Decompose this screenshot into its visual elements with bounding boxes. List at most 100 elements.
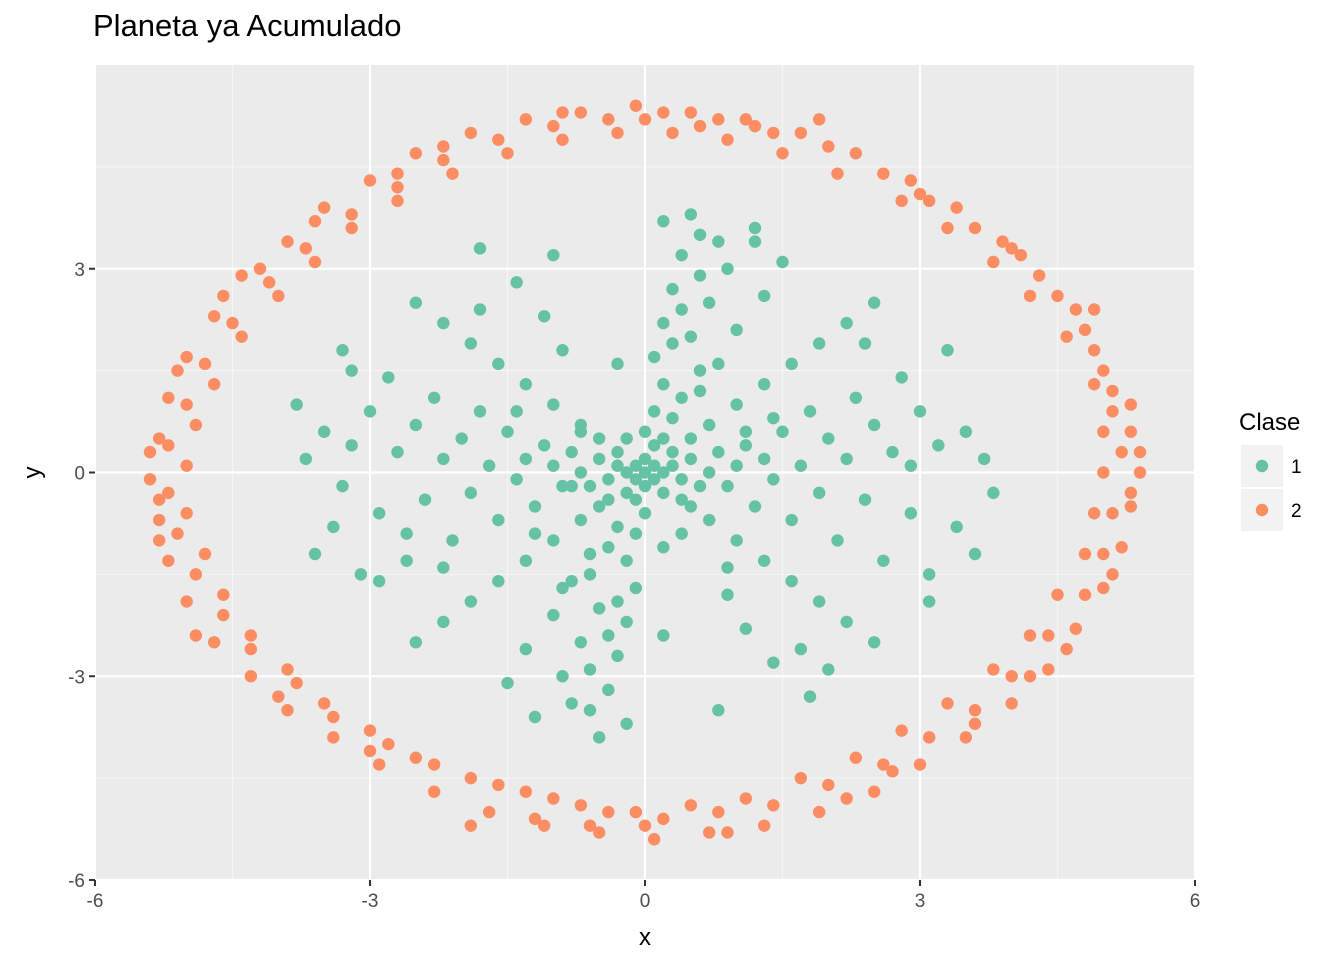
point-series-1 [473, 303, 487, 316]
point-series-2 [308, 255, 322, 269]
point-series-1 [501, 425, 514, 438]
point-series-1 [822, 432, 835, 445]
point-series-2 [712, 805, 725, 819]
point-series-2 [162, 439, 175, 452]
point-series-2 [583, 819, 597, 832]
point-series-1 [574, 425, 588, 438]
point-series-2 [235, 269, 248, 282]
point-series-2 [968, 221, 982, 235]
point-series-2 [657, 106, 670, 119]
point-series-2 [721, 133, 734, 146]
point-series-2 [519, 785, 533, 798]
point-series-1 [409, 296, 423, 309]
point-series-2 [1078, 323, 1092, 337]
point-series-2 [748, 119, 762, 133]
point-series-2 [1097, 425, 1110, 438]
point-series-2 [492, 778, 505, 792]
point-series-1 [767, 473, 780, 486]
point-series-2 [1051, 588, 1064, 601]
point-series-1 [922, 595, 936, 608]
point-series-2 [501, 147, 514, 160]
point-series-1 [913, 405, 927, 418]
point-series-2 [152, 493, 166, 506]
point-series-2 [171, 527, 184, 540]
point-series-1 [867, 636, 881, 649]
point-series-2 [547, 119, 560, 133]
point-series-1 [345, 364, 358, 377]
point-series-2 [1106, 405, 1119, 418]
point-series-2 [767, 126, 780, 140]
point-series-2 [143, 445, 157, 459]
point-series-1 [547, 459, 560, 472]
point-series-2 [363, 174, 377, 187]
point-series-2 [1133, 466, 1147, 479]
point-series-1 [629, 493, 643, 506]
point-series-2 [272, 289, 285, 303]
point-series-1 [537, 310, 551, 323]
point-series-1 [730, 534, 743, 547]
point-series-2 [1060, 642, 1073, 656]
point-series-1 [583, 479, 597, 493]
point-series-1 [840, 615, 853, 629]
point-series-2 [180, 507, 193, 520]
point-series-2 [739, 792, 753, 805]
point-series-2 [180, 459, 193, 472]
point-series-2 [638, 819, 652, 832]
point-series-1 [592, 500, 606, 513]
point-series-1 [684, 432, 698, 445]
x-axis-title: x [639, 924, 651, 951]
point-series-1 [941, 344, 954, 357]
point-series-1 [849, 391, 863, 404]
point-series-1 [583, 547, 597, 561]
point-series-1 [427, 391, 441, 404]
point-series-2 [987, 255, 1000, 269]
point-series-1 [547, 398, 560, 411]
point-series-1 [721, 262, 734, 275]
point-series-2 [913, 187, 927, 201]
point-series-1 [602, 541, 615, 554]
point-series-2 [235, 330, 248, 343]
point-series-1 [785, 574, 798, 588]
point-series-1 [327, 520, 340, 534]
point-series-2 [941, 697, 954, 710]
point-series-2 [1106, 507, 1119, 520]
point-series-1 [592, 731, 606, 744]
point-series-2 [739, 113, 753, 126]
point-series-1 [565, 697, 578, 710]
point-series-1 [565, 445, 578, 459]
point-series-1 [693, 364, 707, 377]
point-series-1 [372, 574, 386, 588]
point-series-1 [446, 534, 459, 547]
point-series-2 [464, 126, 478, 140]
point-series-1 [620, 717, 633, 730]
y-tick-label: 3 [74, 260, 85, 281]
point-series-1 [767, 411, 780, 425]
point-series-1 [684, 452, 698, 466]
point-series-2 [189, 418, 203, 432]
point-series-2 [1097, 547, 1110, 561]
point-series-1 [629, 581, 643, 595]
point-series-2 [1087, 303, 1101, 316]
point-series-1 [712, 235, 725, 248]
point-series-2 [372, 758, 386, 771]
point-series-1 [492, 574, 505, 588]
point-series-1 [556, 581, 569, 595]
point-series-1 [537, 439, 551, 452]
point-series-2 [207, 378, 221, 391]
point-series-1 [987, 486, 1000, 500]
point-series-2 [299, 242, 313, 255]
point-series-1 [748, 235, 762, 248]
point-series-1 [647, 473, 661, 486]
legend-title: Clase [1239, 409, 1300, 436]
point-series-1 [437, 316, 450, 330]
point-series-1 [657, 486, 670, 500]
point-series-1 [647, 459, 661, 472]
point-series-2 [189, 629, 203, 642]
point-series-1 [418, 493, 432, 506]
point-series-1 [336, 479, 349, 493]
point-series-2 [822, 778, 835, 792]
point-series-2 [317, 201, 331, 214]
point-series-1 [803, 405, 817, 418]
point-series-2 [712, 113, 725, 126]
point-series-2 [968, 717, 982, 730]
